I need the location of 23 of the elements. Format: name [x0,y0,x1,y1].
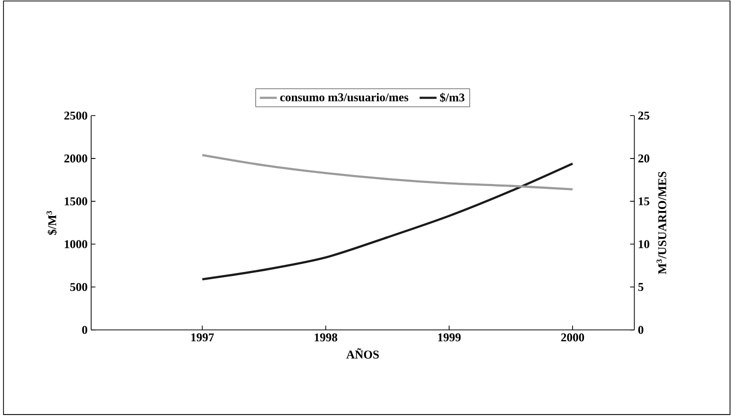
line-series [201,162,574,281]
line-series [201,154,574,191]
y2-tick-label: 10 [638,240,650,248]
legend-label: $/m3 [440,92,464,102]
y2-tick-label: 20 [638,154,650,163]
y-tick-label: 500 [70,283,88,292]
y-tick-label: 2000 [64,154,88,163]
x-tick-label: 1999 [438,334,461,342]
y-tick-label: 1500 [64,197,88,206]
y2-tick-label: 25 [638,112,650,120]
x-tick-label: 1997 [191,334,214,342]
y-tick-label: 0 [82,326,88,334]
y-axis-title: $/M$^{3}$ [46,211,58,236]
y-tick-label: 2500 [64,112,88,120]
legend-label: consumo m3/usuario/mes [280,93,408,102]
x-tick-label: 2000 [561,334,584,342]
x-tick-label: 1998 [314,334,338,342]
y-tick-label: 1000 [64,240,88,248]
y2-tick-label: 0 [638,326,644,334]
y2-tick-label: 5 [638,283,644,292]
x-axis-title: AÑOS [346,348,379,359]
y2-axis-title: M$^{3}$/USUARIO/MES [656,172,666,274]
y2-tick-label: 15 [638,198,650,206]
